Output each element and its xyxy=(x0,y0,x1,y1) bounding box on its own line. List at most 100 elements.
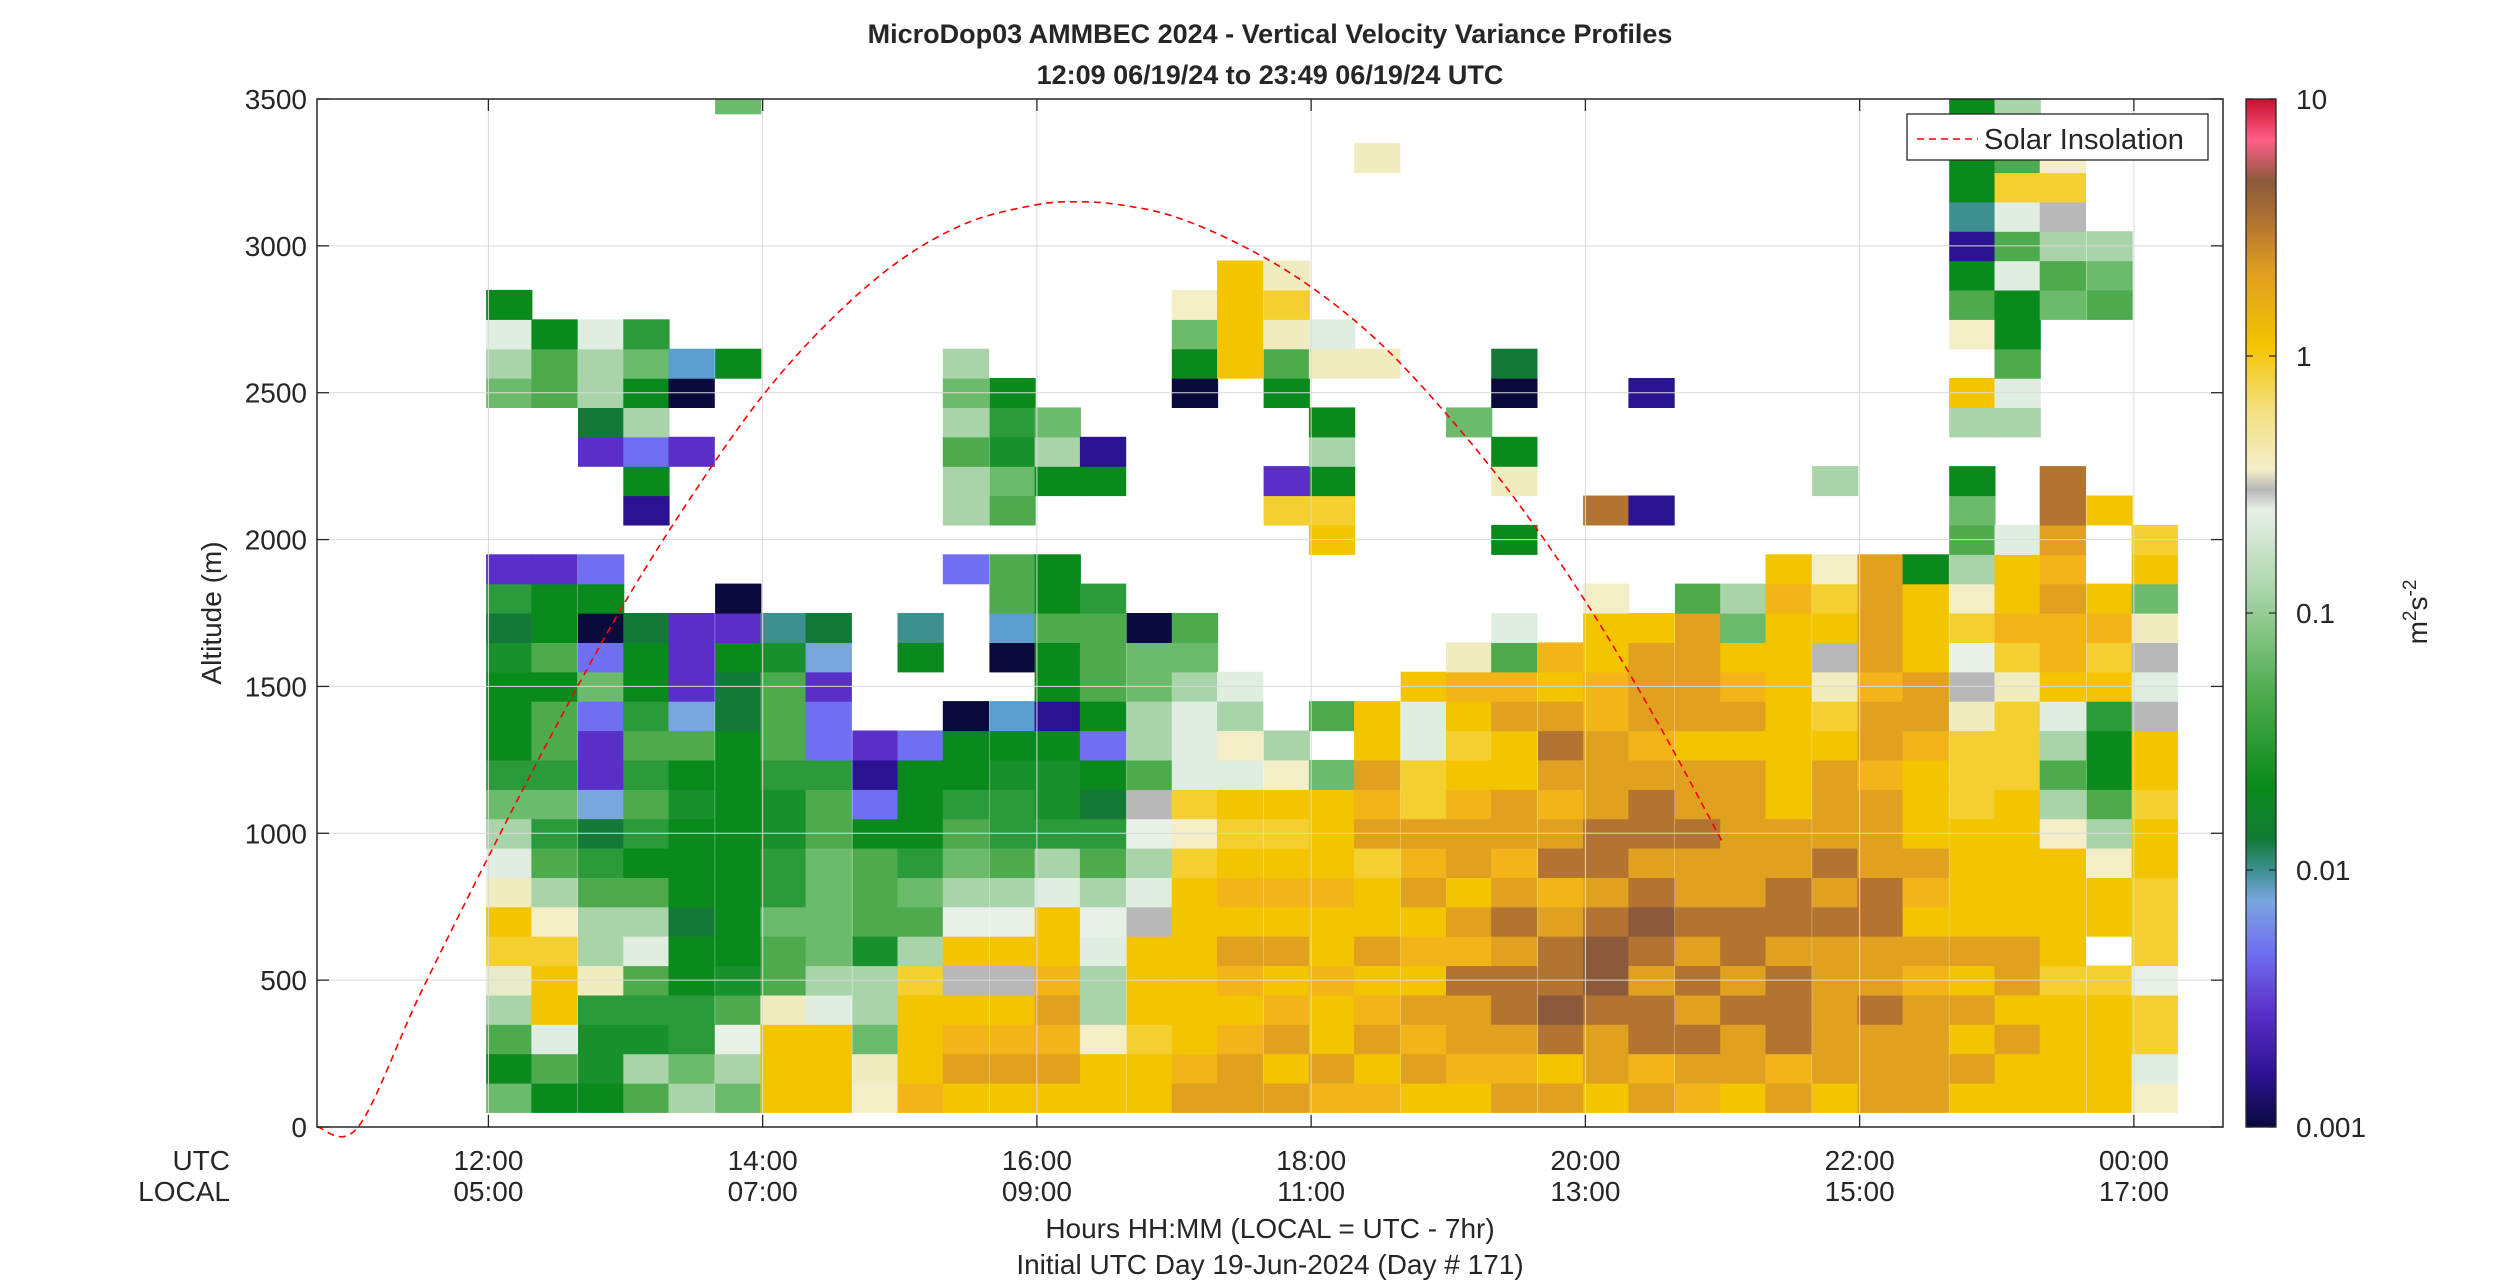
heat-cell xyxy=(1446,789,1493,820)
heat-cell xyxy=(623,936,670,967)
legend-label-solar-insolation: Solar Insolation xyxy=(1984,124,2184,156)
heat-cell xyxy=(2131,1053,2178,1084)
heat-cell xyxy=(1126,642,1173,673)
x-tick-label-utc: 20:00 xyxy=(1550,1145,1620,1176)
heat-cell xyxy=(1675,701,1722,732)
heat-cell xyxy=(1628,1024,1675,1055)
heat-cell xyxy=(852,730,899,761)
heat-cell xyxy=(989,1024,1036,1055)
heat-cell xyxy=(1720,848,1767,878)
heat-cell xyxy=(1171,613,1219,643)
heat-cell xyxy=(715,848,762,878)
heat-cell xyxy=(1994,877,2041,908)
heat-cell xyxy=(1263,289,1310,320)
heat-cell xyxy=(989,495,1036,526)
heat-cell xyxy=(1994,759,2041,790)
heat-cell xyxy=(1628,1082,1675,1113)
heat-cell xyxy=(1217,1024,1264,1055)
heat-cell xyxy=(1400,759,1447,790)
heat-cell xyxy=(1765,701,1812,732)
heat-cell xyxy=(1491,613,1538,643)
heat-cell xyxy=(1354,848,1401,878)
heat-cell xyxy=(1171,906,1219,937)
heat-cell xyxy=(1537,1024,1585,1055)
heat-cell xyxy=(1034,1082,1081,1113)
heat-cell xyxy=(852,906,899,937)
heat-cell xyxy=(2039,642,2086,673)
heat-cell xyxy=(1994,613,2041,643)
heat-cell xyxy=(1720,936,1767,967)
y-tick-label: 1000 xyxy=(245,818,307,849)
x-tick-label-local: 11:00 xyxy=(1277,1176,1345,1207)
heat-cell xyxy=(1079,1053,1127,1084)
heat-cell xyxy=(1446,936,1493,967)
heat-cell xyxy=(1765,642,1812,673)
heat-cell xyxy=(1446,701,1493,732)
heat-cell xyxy=(531,906,578,937)
heat-cell xyxy=(1308,319,1356,350)
heat-cell xyxy=(1217,348,1264,379)
heat-cell xyxy=(1126,1024,1173,1055)
heat-cell xyxy=(1583,1053,1630,1084)
heat-cell xyxy=(1263,789,1310,820)
heat-cell xyxy=(2039,701,2086,732)
heat-cell xyxy=(1994,994,2041,1025)
heat-cell xyxy=(578,994,625,1025)
heat-cell xyxy=(760,936,807,967)
heat-cell xyxy=(578,877,625,908)
heat-cell xyxy=(1537,789,1585,820)
heat-cell xyxy=(486,289,533,320)
heat-cell xyxy=(1994,407,2041,438)
heat-cell xyxy=(2039,466,2086,497)
heat-cell xyxy=(989,642,1036,673)
heat-cell xyxy=(942,407,990,438)
heat-cell xyxy=(1171,642,1219,673)
heat-cell xyxy=(1949,789,1996,820)
heat-cell xyxy=(1994,554,2041,585)
heat-cell xyxy=(897,789,944,820)
heat-cell xyxy=(760,906,807,937)
heat-cell xyxy=(1765,583,1812,614)
heat-cell xyxy=(1354,348,1401,379)
chart-title-line1: MicroDop03 AMMBEC 2024 - Vertical Veloci… xyxy=(868,19,1673,49)
heat-cell xyxy=(1994,1082,2041,1113)
heat-cell xyxy=(897,877,944,908)
heat-cell xyxy=(1812,994,1859,1025)
heat-cell xyxy=(623,994,670,1025)
heat-cell xyxy=(1217,759,1264,790)
heat-cell xyxy=(1812,1082,1859,1113)
heat-cell xyxy=(1675,583,1722,614)
heat-cell xyxy=(1857,554,1904,585)
heat-cell xyxy=(1720,759,1767,790)
heat-cell xyxy=(578,1053,625,1084)
heat-cell xyxy=(1812,613,1859,643)
heat-cell xyxy=(1720,1024,1767,1055)
heat-cell xyxy=(1857,936,1904,967)
heat-cell xyxy=(578,436,625,467)
heat-cell xyxy=(578,848,625,878)
heat-cell xyxy=(1675,906,1722,937)
y-tick-label: 3500 xyxy=(245,84,307,115)
x-tick-label-local: 13:00 xyxy=(1550,1176,1620,1207)
heat-cell xyxy=(1857,701,1904,732)
heat-cell xyxy=(2039,877,2086,908)
heat-cell xyxy=(1765,730,1812,761)
heat-cell xyxy=(1902,1082,1949,1113)
heat-cell xyxy=(2131,789,2178,820)
heat-cell xyxy=(531,1053,578,1084)
heat-cell xyxy=(1079,466,1127,497)
heat-cell xyxy=(531,701,578,732)
heat-cell xyxy=(486,613,533,643)
heat-cell xyxy=(1583,994,1630,1025)
heat-cell xyxy=(715,1024,762,1055)
heat-cell xyxy=(1812,642,1859,673)
heat-cell xyxy=(2086,613,2133,643)
heat-cell xyxy=(1400,1024,1447,1055)
x-axis-row-label-local: LOCAL xyxy=(138,1176,230,1207)
heat-cell xyxy=(1765,848,1812,878)
heat-cell xyxy=(897,613,944,643)
heat-cell xyxy=(1675,1024,1722,1055)
heat-cell xyxy=(2086,289,2133,320)
heat-cell xyxy=(715,348,762,379)
heat-cell xyxy=(578,1082,625,1113)
